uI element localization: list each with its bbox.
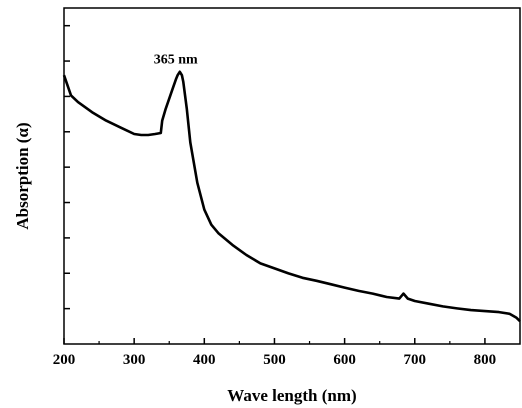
x-tick-label-500: 500 [263, 352, 286, 368]
peak-annotation: 365 nm [154, 52, 198, 67]
x-tick-label-800: 800 [474, 352, 497, 368]
y-axis-ticks [64, 24, 70, 310]
x-tick-label-600: 600 [333, 352, 356, 368]
x-axis-title: Wave length (nm) [227, 386, 356, 405]
x-axis-ticks [63, 338, 486, 344]
x-tick-label-200: 200 [53, 352, 76, 368]
x-tick-label-400: 400 [193, 352, 216, 368]
x-tick-label-700: 700 [404, 352, 427, 368]
x-axis-tick-labels: 200 300 400 500 600 700 800 [53, 352, 496, 368]
y-axis-title: Absorption (α) [13, 122, 32, 229]
plot-frame [63, 7, 521, 345]
x-tick-label-300: 300 [123, 352, 146, 368]
absorption-curve [62, 70, 521, 323]
